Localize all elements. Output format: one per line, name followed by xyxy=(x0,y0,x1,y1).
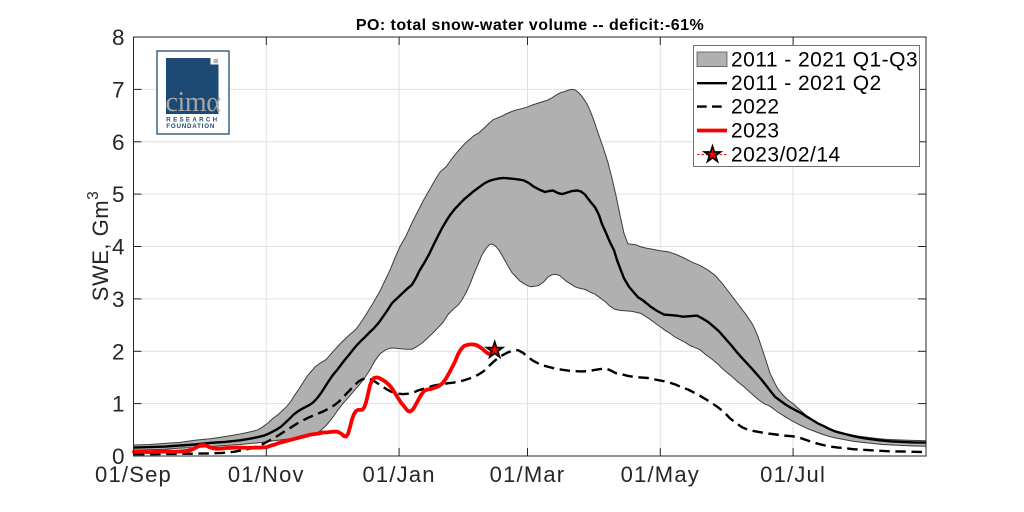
svg-text:SWE, Gm3: SWE, Gm3 xyxy=(85,191,113,301)
svg-text:2023: 2023 xyxy=(731,120,780,143)
svg-text:2: 2 xyxy=(112,339,125,364)
svg-text:1: 1 xyxy=(112,392,125,417)
svg-text:5: 5 xyxy=(112,182,125,207)
svg-text:2011 - 2021 Q1-Q3: 2011 - 2021 Q1-Q3 xyxy=(731,48,918,71)
svg-text:4: 4 xyxy=(112,235,125,260)
svg-text:01/Jul: 01/Jul xyxy=(760,462,826,487)
svg-text:01/Nov: 01/Nov xyxy=(228,462,305,487)
svg-text:2011 - 2021 Q2: 2011 - 2021 Q2 xyxy=(731,72,882,95)
svg-text:3: 3 xyxy=(112,287,125,312)
svg-text:6: 6 xyxy=(112,130,125,155)
svg-text:PO: total snow-water volume --: PO: total snow-water volume -- deficit:-… xyxy=(356,17,704,34)
svg-text:RESEARCH: RESEARCH xyxy=(166,117,219,124)
svg-text:01/Jan: 01/Jan xyxy=(362,462,435,487)
svg-text:FOUNDATION: FOUNDATION xyxy=(166,123,215,130)
svg-text:cimα: cimα xyxy=(166,87,222,118)
svg-text:01/Mar: 01/Mar xyxy=(490,462,566,487)
svg-text:01/Sep: 01/Sep xyxy=(95,462,172,487)
svg-text:2022: 2022 xyxy=(731,96,780,119)
svg-text:0: 0 xyxy=(112,444,125,469)
svg-text:2023/02/14: 2023/02/14 xyxy=(731,144,841,167)
svg-text:8: 8 xyxy=(112,25,125,50)
svg-text:7: 7 xyxy=(112,77,125,102)
svg-text:01/May: 01/May xyxy=(621,462,700,487)
